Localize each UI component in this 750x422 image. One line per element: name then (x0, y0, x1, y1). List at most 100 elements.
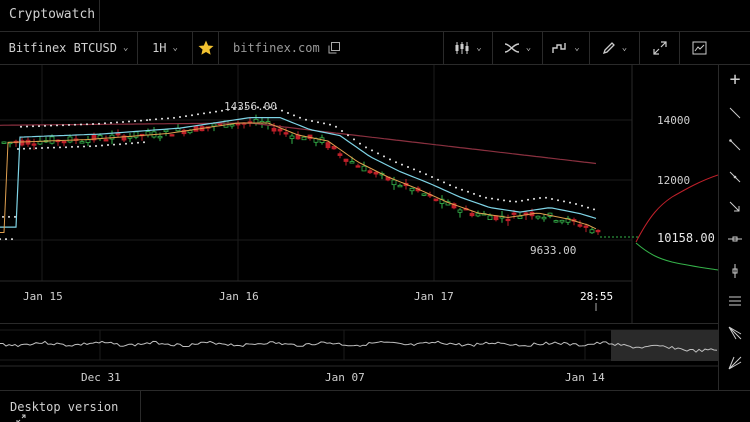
arrow-tool-button[interactable] (719, 195, 750, 219)
x-tick-label: Jan 17 (414, 290, 454, 303)
interval-selector[interactable]: 1H ⌄ (138, 32, 193, 64)
app-title[interactable]: Cryptowatch (0, 0, 100, 32)
band-dot (503, 199, 505, 202)
band-dot (539, 197, 541, 199)
band-dot (467, 190, 469, 193)
band-dot (515, 200, 517, 203)
band-dot (221, 109, 223, 112)
band-dot (239, 107, 241, 109)
navigator-panel[interactable]: Dec 31 Jan 07 Jan 14 (0, 323, 718, 390)
candle-body (337, 153, 343, 156)
band-dot (83, 145, 85, 148)
band-dot (32, 125, 34, 128)
candle-body (181, 129, 187, 135)
band-dot (2, 215, 4, 218)
band-dot (341, 130, 343, 132)
drawing-tools-sidebar: + (718, 65, 750, 390)
arrow-icon (729, 201, 740, 212)
desktop-version-label: Desktop version (10, 400, 119, 414)
chart-type-button[interactable]: ⌄ (443, 32, 493, 64)
band-dot (425, 173, 427, 176)
band-dot (473, 192, 475, 195)
indicators-button[interactable]: ⌄ (493, 32, 543, 64)
candle-body (121, 135, 127, 141)
candle-body (163, 129, 169, 133)
extended-line-tool-button[interactable] (719, 165, 750, 189)
candle-body (541, 216, 547, 220)
copy-icon (328, 42, 340, 54)
band-dot (581, 204, 583, 207)
band-dot (509, 200, 511, 203)
band-dot (23, 147, 25, 150)
band-dot (389, 158, 391, 161)
band-dot (8, 215, 10, 218)
fibonacci-tool-button[interactable] (719, 289, 750, 313)
band-dot (317, 121, 319, 124)
band-dot (545, 196, 547, 199)
band-dot (122, 121, 124, 123)
pencil-icon (602, 42, 615, 55)
price-chart-canvas[interactable] (0, 65, 718, 323)
chart-settings-button[interactable] (680, 32, 718, 64)
band-dot (29, 147, 31, 150)
band-dot (86, 123, 88, 126)
band-dot (113, 143, 115, 146)
band-dot (161, 117, 163, 120)
candle-body (49, 136, 55, 144)
band-dot (431, 176, 433, 178)
fan-tool-button[interactable] (719, 351, 750, 375)
band-dot (17, 148, 19, 150)
vertical-line-tool-button[interactable] (719, 259, 750, 283)
band-dot (173, 116, 175, 119)
favorite-star-button[interactable] (193, 32, 219, 64)
horizontal-line-tool-button[interactable] (719, 227, 750, 251)
band-dot (26, 125, 28, 128)
navigator-canvas[interactable] (0, 324, 718, 391)
exchange-link[interactable]: bitfinex.com (219, 32, 359, 64)
band-dot (419, 170, 421, 173)
chevron-down-icon: ⌄ (525, 43, 532, 53)
candle-body (577, 224, 583, 227)
band-dot (323, 122, 325, 125)
pitchfork-tool-button[interactable] (719, 321, 750, 345)
ray-tool-button[interactable] (719, 133, 750, 157)
chart-grid (0, 65, 632, 281)
trendline-tool-button[interactable] (719, 101, 750, 125)
fullscreen-button[interactable] (640, 32, 680, 64)
studies-button[interactable]: ⌄ (543, 32, 590, 64)
band-dot (575, 203, 577, 205)
band-dot (335, 125, 337, 128)
band-dot (56, 124, 58, 127)
desktop-version-link[interactable]: Desktop version (0, 391, 141, 422)
band-dot (245, 106, 247, 109)
market-selector[interactable]: Bitfinex BTCUSD ⌄ (0, 32, 138, 64)
chevron-down-icon: ⌄ (172, 43, 178, 53)
candle-body (397, 184, 403, 188)
candle-body (391, 179, 397, 186)
price-chart[interactable]: 14000 12000 10158.00 14356.00 9633.00 Ja… (0, 65, 718, 323)
band-dot (77, 145, 79, 148)
candle-body (289, 135, 295, 139)
band-dot (329, 123, 331, 126)
band-dot (281, 109, 283, 112)
draw-tools-button[interactable]: ⌄ (590, 32, 640, 64)
candle-body (361, 165, 367, 172)
candle-body (91, 134, 97, 141)
candle-body (367, 170, 373, 174)
band-dot (263, 106, 265, 109)
top-bar: Cryptowatch (0, 0, 750, 32)
band-dot (443, 181, 445, 184)
navigator-x-tick-label: Jan 14 (565, 371, 605, 384)
band-dot (35, 147, 37, 150)
x-tick-label: Jan 16 (219, 290, 259, 303)
candle-body (439, 198, 445, 204)
ema-slow-line (0, 116, 597, 228)
crosshair-tool-button[interactable]: + (719, 67, 750, 91)
candle-body (517, 215, 523, 219)
bid-depth-curve (635, 242, 718, 271)
indicators-icon (504, 43, 519, 53)
candle-body (433, 198, 439, 202)
candle-body (103, 139, 109, 142)
band-dot (167, 117, 169, 120)
band-dot (146, 119, 148, 122)
